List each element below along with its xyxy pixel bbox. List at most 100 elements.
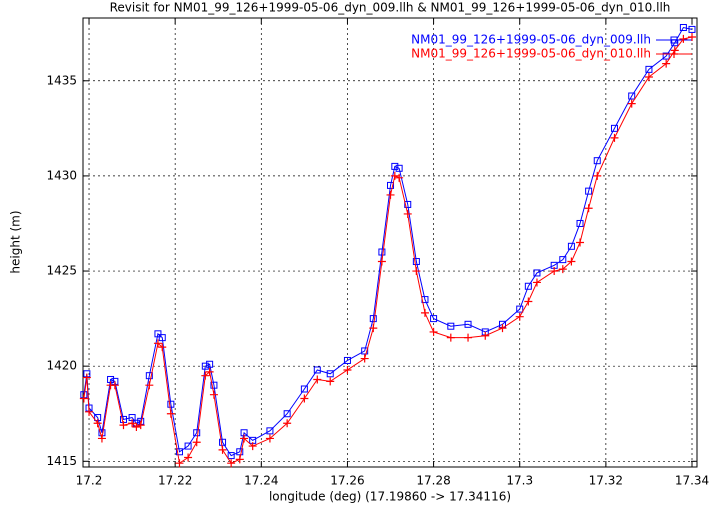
point [516, 305, 524, 313]
point [313, 366, 321, 374]
point [430, 315, 438, 323]
point [593, 171, 602, 180]
point [447, 322, 455, 330]
point [326, 377, 335, 386]
point [360, 354, 369, 363]
point [464, 320, 472, 328]
point [627, 99, 636, 108]
point [210, 381, 218, 389]
point [404, 200, 412, 208]
point [412, 267, 421, 276]
point [420, 308, 429, 317]
point [361, 347, 369, 355]
point [82, 373, 91, 382]
point [145, 381, 154, 390]
legend-marker [670, 50, 678, 58]
point [154, 330, 162, 338]
point [481, 331, 490, 340]
point [236, 448, 244, 456]
point [429, 327, 438, 336]
legend-marker [670, 36, 678, 44]
point [227, 459, 236, 468]
point [110, 381, 119, 390]
y-tick-label: 1430 [46, 168, 77, 182]
y-tick-label: 1415 [46, 454, 77, 468]
point [524, 297, 533, 306]
point [206, 360, 214, 368]
point [79, 394, 88, 403]
point [532, 278, 541, 287]
point [205, 367, 214, 376]
point [326, 370, 334, 378]
point [559, 256, 567, 264]
point [240, 434, 249, 443]
x-axis-label: longitude (deg) (17.19860 -> 17.34116) [269, 490, 511, 504]
point [498, 324, 507, 333]
point [464, 333, 473, 342]
point [119, 421, 128, 430]
point [145, 372, 153, 380]
point [628, 92, 636, 100]
point [446, 333, 455, 342]
y-tick-label: 1425 [46, 264, 77, 278]
point [313, 375, 322, 384]
x-tick-label: 17.26 [330, 474, 364, 488]
point [378, 248, 386, 256]
point [395, 173, 404, 182]
point [158, 334, 166, 342]
point [166, 409, 175, 418]
point [688, 33, 697, 42]
point [184, 453, 193, 462]
legend-label: NM01_99_126+1999-05-06_dyn_009.llh [411, 33, 651, 47]
point [576, 219, 584, 227]
point [550, 267, 559, 276]
point [645, 65, 653, 73]
point [585, 187, 593, 195]
chart-title: Revisit for NM01_99_126+1999-05-06_dyn_0… [110, 1, 671, 15]
point [369, 315, 377, 323]
series-line [83, 26, 693, 457]
point [85, 407, 94, 416]
point [201, 371, 210, 380]
x-tick-label: 17.24 [244, 474, 278, 488]
point [403, 209, 412, 218]
point [515, 312, 524, 321]
point [153, 339, 162, 348]
point [192, 438, 201, 447]
legend-label: NM01_99_126+1999-05-06_dyn_010.llh [411, 47, 651, 61]
point [377, 257, 386, 266]
point [193, 429, 201, 437]
point [610, 124, 618, 132]
x-tick-label: 17.28 [416, 474, 450, 488]
point [283, 410, 291, 418]
point [227, 452, 235, 460]
point [235, 455, 244, 464]
point [567, 257, 576, 266]
point [265, 434, 274, 443]
x-tick-label: 17.32 [589, 474, 623, 488]
point [128, 419, 137, 428]
point [300, 394, 309, 403]
point [662, 52, 670, 60]
point [93, 419, 102, 428]
point [97, 434, 106, 443]
point [283, 419, 292, 428]
x-tick-label: 17.34 [675, 474, 709, 488]
point [201, 362, 209, 370]
point [688, 25, 696, 33]
point [679, 34, 688, 43]
point [387, 181, 395, 189]
point [390, 171, 399, 180]
point [132, 423, 141, 432]
y-axis-label: height (m) [9, 210, 23, 273]
point [670, 46, 679, 55]
x-tick-label: 17.22 [158, 474, 192, 488]
point [567, 242, 575, 250]
point [175, 448, 183, 456]
y-tick-label: 1435 [46, 73, 77, 87]
point [644, 72, 653, 81]
plot-frame [82, 17, 698, 468]
point [175, 459, 184, 468]
point [576, 238, 585, 247]
